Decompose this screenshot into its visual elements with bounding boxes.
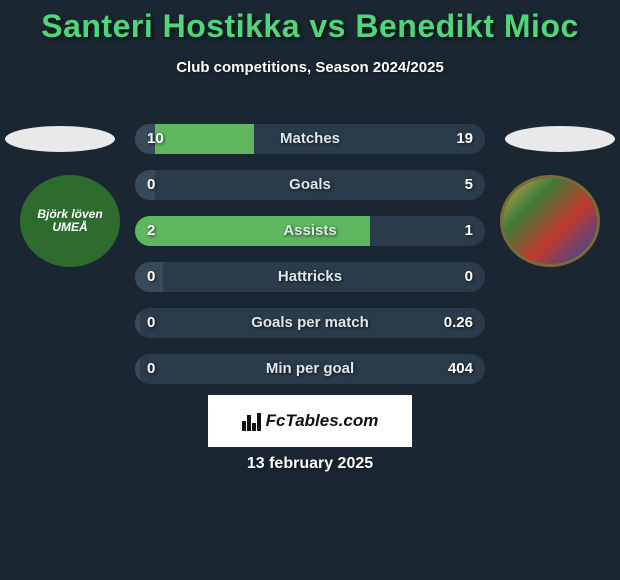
stat-right-value: 0.26 xyxy=(444,308,473,338)
team-logo-left-text: Björk löven UMEÅ xyxy=(20,208,120,234)
stat-bars: 10Matches190Goals52Assists10Hattricks00G… xyxy=(135,124,485,400)
player-shadow-right xyxy=(505,126,615,152)
stat-right-value: 1 xyxy=(465,216,473,246)
brand-chart-icon xyxy=(242,411,262,431)
brand-footer[interactable]: FcTables.com xyxy=(208,395,412,447)
player-shadow-left xyxy=(5,126,115,152)
stat-label: Goals xyxy=(135,170,485,200)
stat-bar: 0Goals per match0.26 xyxy=(135,308,485,338)
stat-label: Assists xyxy=(135,216,485,246)
stat-label: Matches xyxy=(135,124,485,154)
date-line: 13 february 2025 xyxy=(0,455,620,473)
stat-right-value: 0 xyxy=(465,262,473,292)
stat-right-value: 5 xyxy=(465,170,473,200)
stat-bar: 0Min per goal404 xyxy=(135,354,485,384)
stat-right-value: 404 xyxy=(448,354,473,384)
stat-right-value: 19 xyxy=(456,124,473,154)
stat-bar: 2Assists1 xyxy=(135,216,485,246)
stat-bar: 0Hattricks0 xyxy=(135,262,485,292)
brand-text: FcTables.com xyxy=(266,411,379,431)
stat-bar: 0Goals5 xyxy=(135,170,485,200)
team-logo-left: Björk löven UMEÅ xyxy=(20,175,120,267)
stat-label: Goals per match xyxy=(135,308,485,338)
comparison-card: Santeri Hostikka vs Benedikt Mioc Club c… xyxy=(0,0,620,580)
subtitle: Club competitions, Season 2024/2025 xyxy=(0,59,620,76)
stat-bar: 10Matches19 xyxy=(135,124,485,154)
stat-label: Min per goal xyxy=(135,354,485,384)
stat-label: Hattricks xyxy=(135,262,485,292)
page-title: Santeri Hostikka vs Benedikt Mioc xyxy=(0,8,620,45)
team-logo-right xyxy=(500,175,600,267)
